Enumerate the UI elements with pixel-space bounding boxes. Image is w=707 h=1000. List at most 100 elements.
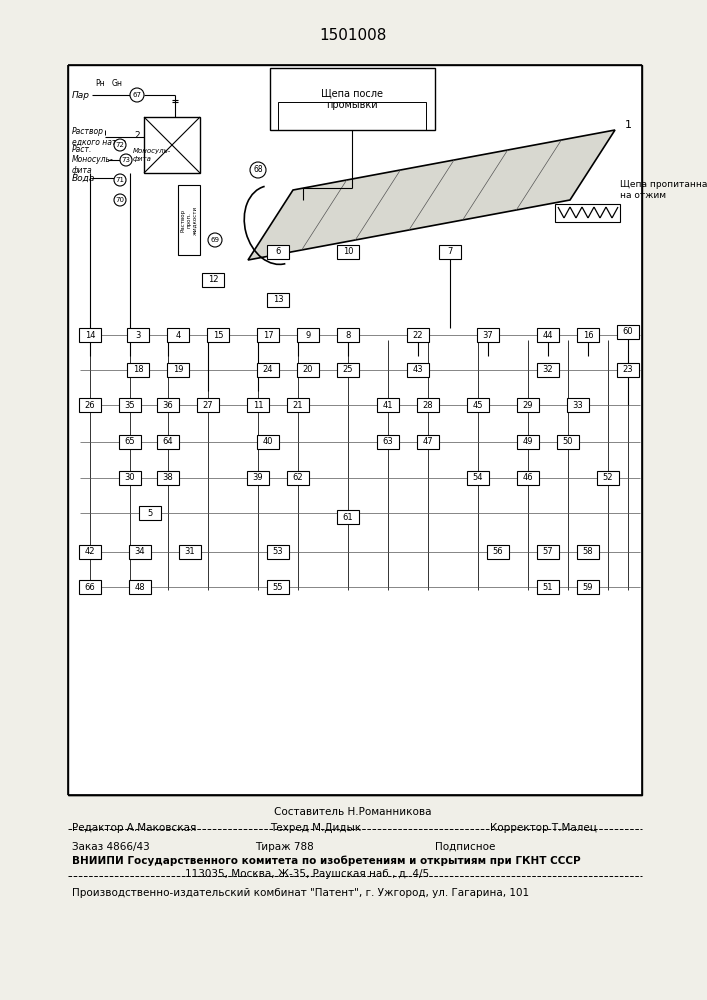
Bar (79, 328, 101, 342)
Bar (68, 65, 642, 795)
Bar (467, 398, 489, 412)
Text: 46: 46 (522, 474, 533, 483)
Text: 36: 36 (163, 400, 173, 410)
Text: 57: 57 (543, 548, 554, 556)
Bar (139, 506, 161, 520)
Text: 47: 47 (423, 438, 433, 446)
Text: 53: 53 (273, 548, 284, 556)
Circle shape (120, 154, 132, 166)
Circle shape (208, 233, 222, 247)
Text: Техред М.Дидык: Техред М.Дидык (270, 823, 361, 833)
Bar (267, 245, 289, 259)
Circle shape (250, 162, 266, 178)
Bar (287, 398, 309, 412)
Text: 27: 27 (203, 400, 214, 410)
Bar (567, 398, 589, 412)
Text: Редактор А.Маковская: Редактор А.Маковская (72, 823, 197, 833)
Bar (287, 471, 309, 485)
Text: 70: 70 (115, 197, 124, 203)
Bar (377, 398, 399, 412)
Text: Раствор
едкого натра: Раствор едкого натра (72, 127, 126, 147)
Bar (79, 580, 101, 594)
Text: 9: 9 (305, 330, 310, 340)
Bar (517, 435, 539, 449)
Bar (297, 363, 319, 377)
Text: 68: 68 (253, 165, 263, 174)
Bar (167, 328, 189, 342)
Bar (257, 363, 279, 377)
Text: 48: 48 (135, 582, 146, 591)
Bar (337, 510, 359, 524)
Text: 43: 43 (413, 365, 423, 374)
Bar (267, 545, 289, 559)
Text: 26: 26 (85, 400, 95, 410)
Text: 69: 69 (211, 237, 219, 243)
Bar (267, 580, 289, 594)
Bar (417, 398, 439, 412)
Circle shape (114, 194, 126, 206)
Text: 61: 61 (343, 512, 354, 522)
Bar (537, 545, 559, 559)
Text: Подписное: Подписное (435, 842, 496, 852)
Text: 34: 34 (135, 548, 146, 556)
Text: 113035, Москва, Ж-35, Раушская наб., д. 4/5: 113035, Москва, Ж-35, Раушская наб., д. … (185, 869, 429, 879)
Bar (517, 398, 539, 412)
Text: 54: 54 (473, 474, 484, 483)
Text: 13: 13 (273, 296, 284, 304)
Bar (597, 471, 619, 485)
Text: 1501008: 1501008 (320, 27, 387, 42)
Bar (577, 545, 599, 559)
Bar (179, 545, 201, 559)
Bar (129, 545, 151, 559)
Bar (517, 471, 539, 485)
Bar (577, 580, 599, 594)
Bar (617, 363, 639, 377)
Bar (257, 435, 279, 449)
Text: 12: 12 (208, 275, 218, 284)
Text: 17: 17 (263, 330, 274, 340)
Text: 30: 30 (124, 474, 135, 483)
Text: 2: 2 (134, 130, 140, 139)
Text: 16: 16 (583, 330, 593, 340)
Text: 56: 56 (493, 548, 503, 556)
Text: 28: 28 (423, 400, 433, 410)
Bar (127, 328, 149, 342)
Bar (407, 328, 429, 342)
Bar (477, 328, 499, 342)
Text: 33: 33 (573, 400, 583, 410)
Text: 50: 50 (563, 438, 573, 446)
Bar (127, 363, 149, 377)
Text: 39: 39 (252, 474, 263, 483)
Bar (278, 102, 426, 130)
Text: 20: 20 (303, 365, 313, 374)
Bar (337, 245, 359, 259)
Bar (197, 398, 219, 412)
Text: Раствор
проп.
жидкости: Раствор проп. жидкости (181, 205, 197, 235)
Text: 67: 67 (132, 92, 141, 98)
Bar (157, 471, 179, 485)
Text: 51: 51 (543, 582, 554, 591)
Bar (537, 328, 559, 342)
Text: Раст.
Моносуль-
фита: Раст. Моносуль- фита (72, 145, 114, 175)
Bar (257, 328, 279, 342)
Text: Пар: Пар (72, 91, 90, 100)
Text: Моносуль-
фита: Моносуль- фита (133, 148, 171, 161)
Text: 72: 72 (115, 142, 124, 148)
Text: 24: 24 (263, 365, 273, 374)
Bar (178, 185, 200, 255)
Text: 58: 58 (583, 548, 593, 556)
Text: 55: 55 (273, 582, 284, 591)
Bar (270, 68, 435, 130)
Bar (157, 398, 179, 412)
Text: 45: 45 (473, 400, 484, 410)
Text: 66: 66 (85, 582, 95, 591)
Polygon shape (248, 130, 615, 260)
Text: 40: 40 (263, 438, 273, 446)
Text: Щепа после
промывки: Щепа после промывки (321, 88, 383, 110)
Bar (267, 293, 289, 307)
Text: 4: 4 (175, 330, 180, 340)
Bar (167, 363, 189, 377)
Text: Корректор Т.Малец: Корректор Т.Малец (490, 823, 597, 833)
Text: 11: 11 (252, 400, 263, 410)
Circle shape (114, 139, 126, 151)
